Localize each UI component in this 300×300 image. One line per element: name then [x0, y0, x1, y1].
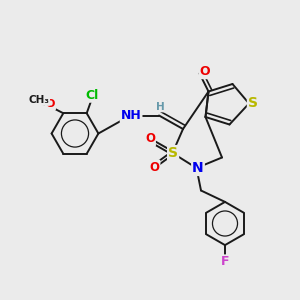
- Text: Cl: Cl: [85, 89, 98, 102]
- Text: H: H: [156, 101, 165, 112]
- Text: S: S: [248, 96, 258, 110]
- Text: S: S: [168, 146, 178, 160]
- Text: O: O: [200, 65, 210, 78]
- Text: F: F: [221, 255, 229, 268]
- Text: O: O: [149, 160, 160, 174]
- Text: CH₃: CH₃: [28, 95, 49, 105]
- Text: O: O: [145, 132, 155, 146]
- Text: NH: NH: [121, 109, 142, 122]
- Text: N: N: [192, 161, 204, 175]
- Text: O: O: [46, 99, 55, 109]
